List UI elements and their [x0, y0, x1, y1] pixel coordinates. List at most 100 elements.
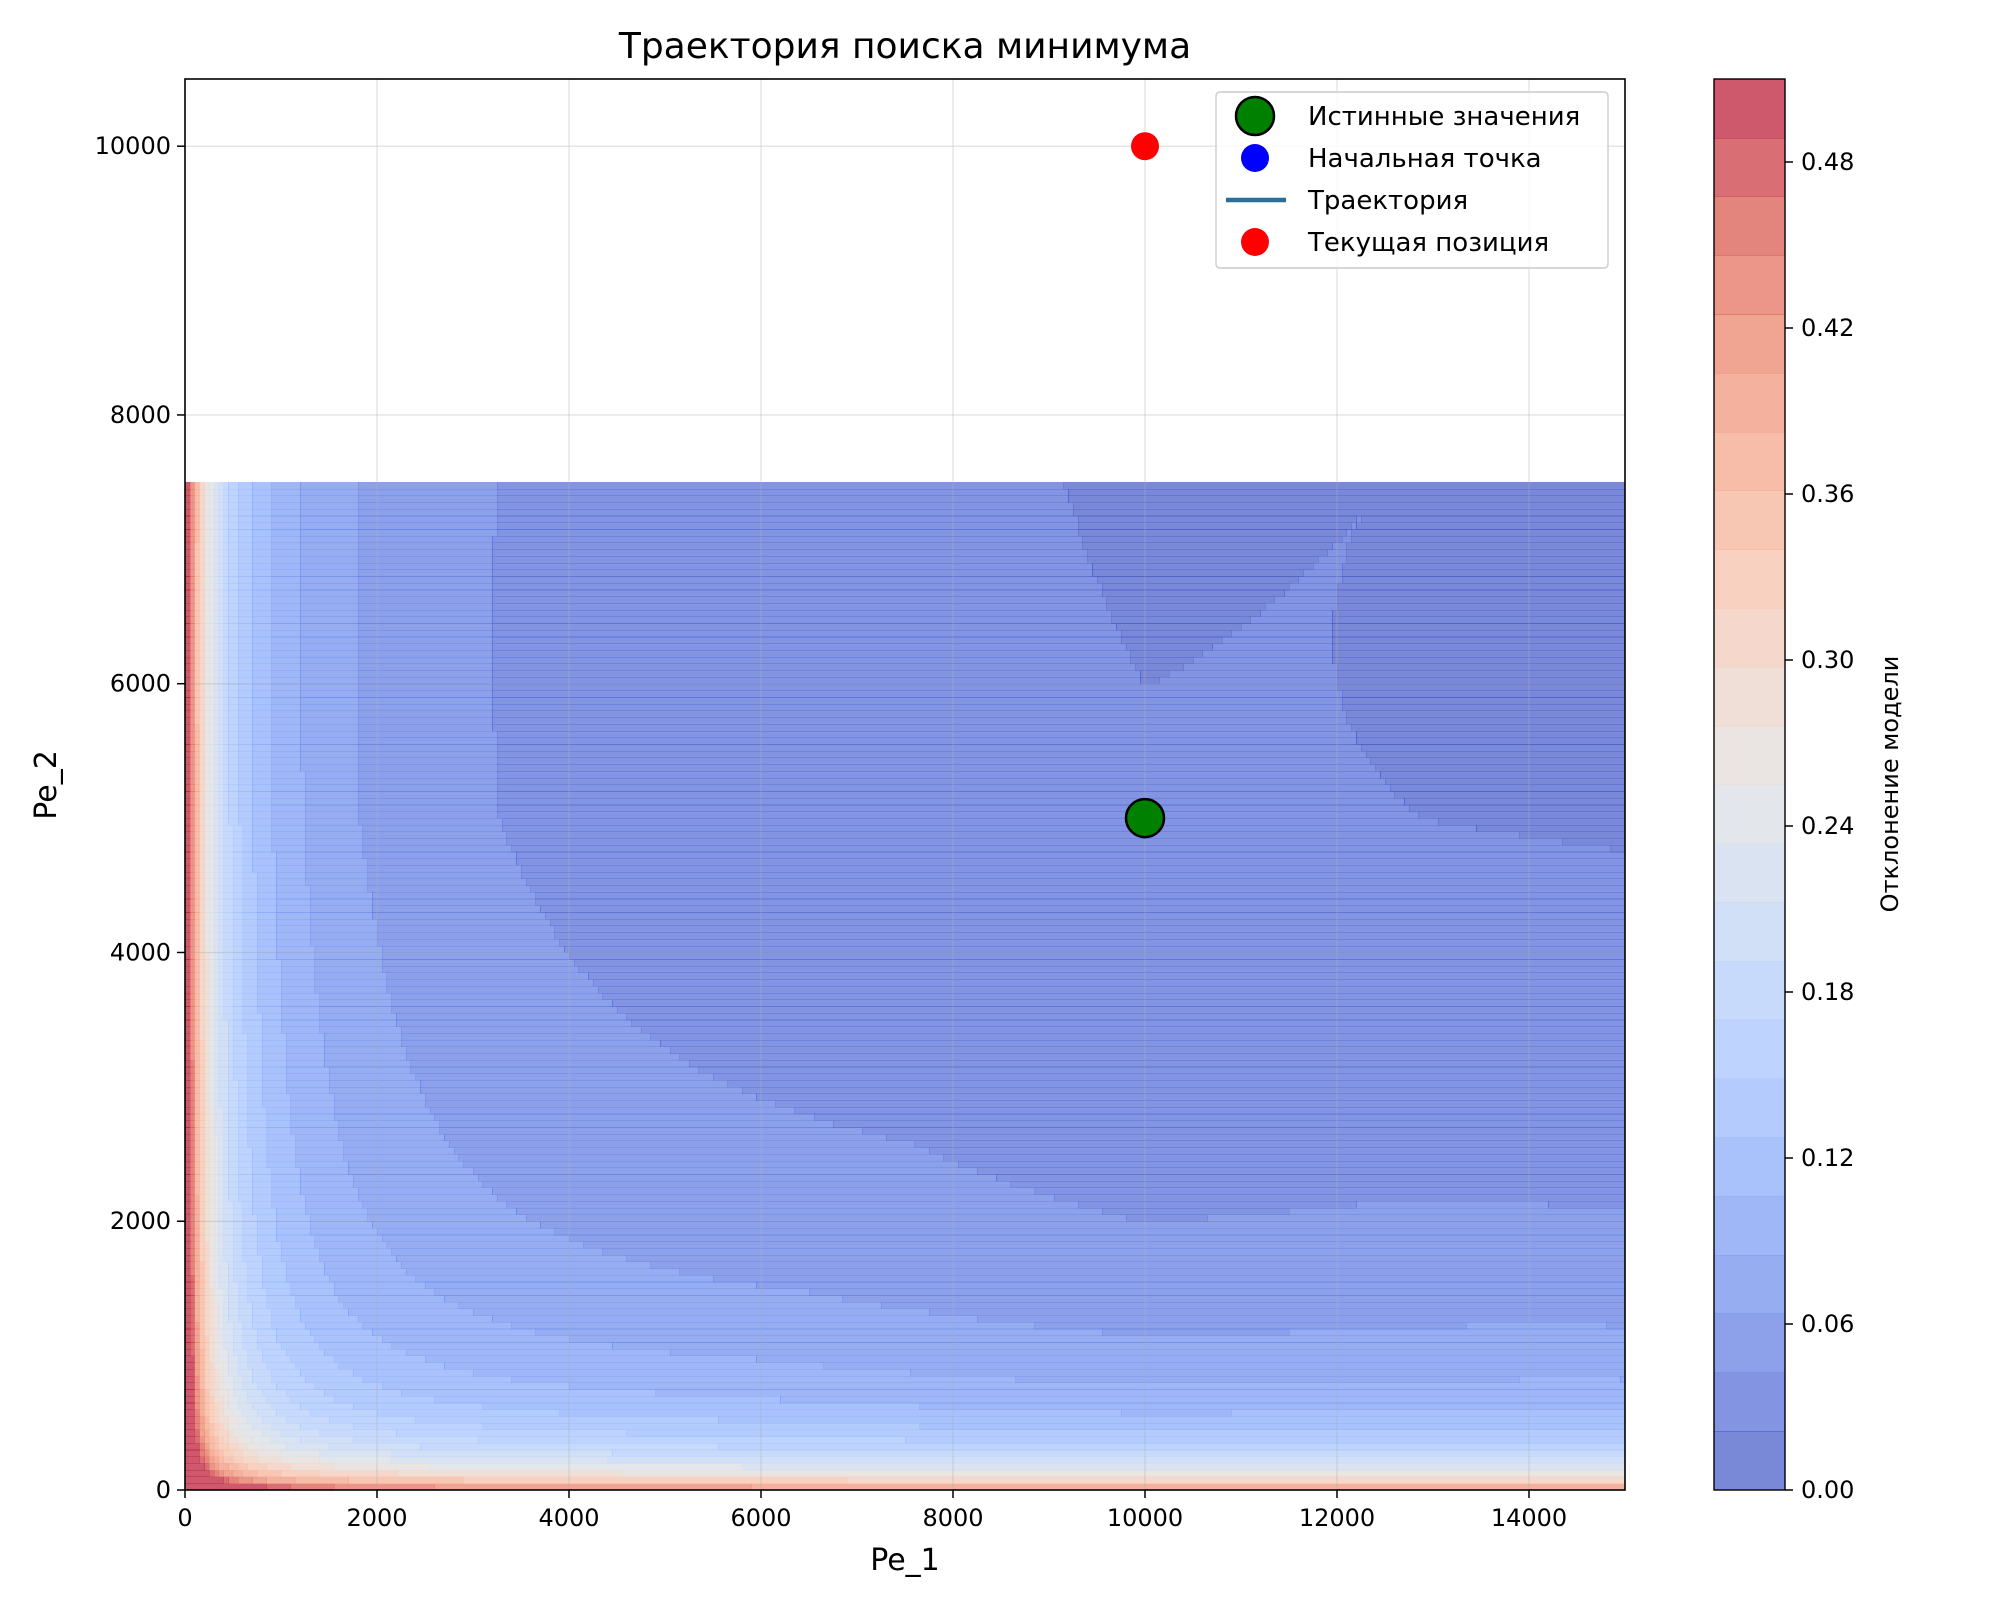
contour-band [357, 562, 493, 571]
contour-band [209, 1315, 215, 1323]
contour-band [213, 1187, 220, 1195]
contour-band [300, 542, 359, 550]
contour-band [1351, 522, 1357, 530]
contour-band [410, 1059, 690, 1068]
contour-band [223, 697, 229, 705]
contour-band [497, 757, 1372, 765]
contour-band [477, 1174, 997, 1182]
contour-band [199, 596, 205, 604]
contour-band [271, 744, 301, 752]
contour-band [405, 1053, 680, 1061]
contour-band [809, 1288, 1625, 1296]
contour-band [185, 905, 191, 913]
contour-band [189, 865, 196, 873]
contour-band [204, 784, 210, 792]
contour-band [209, 1409, 215, 1417]
contour-band [209, 1100, 215, 1108]
contour-band [218, 1422, 224, 1431]
contour-band [189, 623, 196, 631]
contour-band [257, 1342, 282, 1350]
contour-band [209, 636, 215, 644]
contour-band [218, 549, 224, 557]
contour-band [1130, 656, 1194, 665]
contour-band [228, 737, 239, 745]
contour-band [213, 1073, 220, 1081]
contour-band [276, 952, 316, 960]
contour-band [290, 1483, 335, 1490]
contour-band [185, 1046, 191, 1054]
contour-band [209, 569, 215, 577]
contour-band [185, 1107, 191, 1115]
contour-band [185, 1221, 191, 1229]
contour-band [362, 1322, 512, 1330]
contour-band [1303, 569, 1343, 577]
contour-band [209, 643, 215, 651]
contour-band [357, 488, 498, 497]
contour-band [357, 609, 493, 618]
contour-band [204, 710, 210, 718]
contour-band [218, 495, 224, 503]
contour-band [252, 542, 272, 550]
contour-band [199, 811, 205, 819]
contour-band [194, 1436, 200, 1444]
contour-band [213, 1295, 224, 1303]
contour-band [209, 1012, 215, 1021]
contour-band [410, 1066, 700, 1075]
contour-band [213, 1355, 220, 1363]
contour-band [218, 1093, 229, 1101]
contour-band [247, 1295, 268, 1303]
contour-band [223, 851, 234, 860]
contour-band [199, 1301, 205, 1310]
contour-band [194, 629, 200, 638]
contour-band [185, 878, 191, 886]
contour-band [228, 791, 239, 799]
contour-band [218, 542, 224, 550]
contour-band [257, 892, 277, 900]
contour-band [218, 1308, 224, 1316]
contour-band [305, 811, 359, 819]
contour-band [199, 1456, 205, 1464]
contour-band [386, 979, 594, 987]
contour-band [833, 1120, 1625, 1128]
contour-band [213, 992, 220, 1001]
contour-band [257, 939, 277, 947]
contour-band [223, 1221, 234, 1229]
contour-band [209, 1180, 215, 1189]
contour-band [199, 535, 205, 544]
contour-band [300, 488, 359, 497]
contour-band [261, 1100, 292, 1108]
contour-band [199, 791, 205, 799]
contour-band [257, 1248, 282, 1256]
contour-band [540, 905, 1625, 913]
contour-band [189, 979, 196, 987]
contour-band [357, 764, 498, 772]
contour-band [185, 1019, 191, 1027]
contour-band [271, 643, 301, 651]
contour-band [252, 757, 272, 765]
contour-band [300, 596, 359, 604]
contour-band [271, 677, 301, 685]
contour-band [276, 898, 311, 907]
contour-band [237, 1187, 253, 1195]
contour-band [453, 1147, 930, 1155]
contour-band [247, 1053, 263, 1061]
contour-band [209, 1268, 215, 1276]
contour-band [194, 724, 200, 732]
contour-band [237, 744, 253, 752]
contour-band [271, 522, 301, 530]
contour-band [209, 1261, 215, 1269]
contour-band [218, 959, 224, 967]
contour-band [247, 1274, 263, 1283]
contour-band [357, 650, 493, 658]
contour-band [233, 912, 244, 920]
contour-band [237, 703, 253, 712]
contour-band [223, 1147, 229, 1155]
contour-band [218, 576, 224, 584]
contour-band [228, 643, 239, 651]
contour-band [357, 677, 493, 685]
contour-band [300, 589, 359, 597]
contour-band [885, 1133, 1625, 1142]
contour-band [204, 757, 210, 765]
contour-band [698, 1066, 1625, 1075]
contour-band [223, 784, 229, 792]
